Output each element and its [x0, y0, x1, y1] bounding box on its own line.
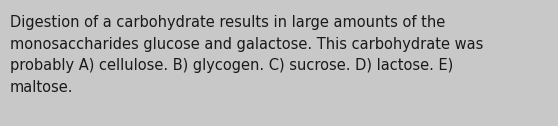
- Text: Digestion of a carbohydrate results in large amounts of the
monosaccharides gluc: Digestion of a carbohydrate results in l…: [10, 15, 483, 95]
